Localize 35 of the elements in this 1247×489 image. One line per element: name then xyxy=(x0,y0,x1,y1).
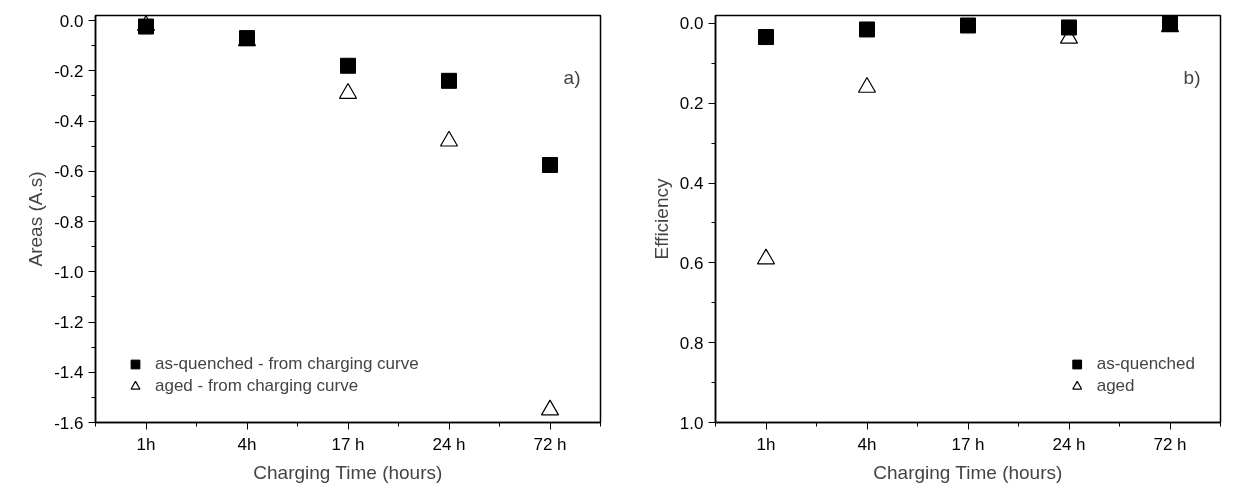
y-tick-label: -1.2 xyxy=(54,313,84,333)
x-tick-label: 4h xyxy=(237,434,257,454)
y-tick-label: -1.0 xyxy=(54,262,84,282)
y-tick-label: -1.4 xyxy=(54,363,84,383)
y-tick-label: 0.4 xyxy=(679,174,704,194)
y-tick-label: 0.0 xyxy=(59,11,84,31)
annotation: a) xyxy=(563,66,581,88)
x-tick-label: 72 h xyxy=(1153,434,1187,454)
legend-label: as-quenched - from charging curve xyxy=(155,354,419,374)
y-tick-label: -0.4 xyxy=(54,112,84,132)
y-tick-label: 0.0 xyxy=(679,14,704,34)
x-tick-label: 24 h xyxy=(432,434,466,454)
x-tick-label: 4h xyxy=(857,434,877,454)
y-axis-title: Areas (A.s) xyxy=(25,171,47,267)
y-tick-label: -0.8 xyxy=(54,212,84,232)
x-tick-label: 17 h xyxy=(331,434,365,454)
y-tick-label: 0.8 xyxy=(679,333,704,353)
y-tick-label: 1.0 xyxy=(679,413,704,433)
legend-label: aged xyxy=(1096,376,1135,396)
y-tick-label: -1.6 xyxy=(54,413,84,433)
x-axis-title: Charging Time (hours) xyxy=(253,461,443,483)
x-tick-label: 24 h xyxy=(1052,434,1086,454)
x-tick-label: 17 h xyxy=(951,434,985,454)
y-tick-label: -0.6 xyxy=(54,162,84,182)
x-tick-label: 1h xyxy=(136,434,156,454)
y-axis-title: Efficiency xyxy=(650,178,672,260)
y-tick-label: 0.2 xyxy=(679,94,704,114)
x-axis-title: Charging Time (hours) xyxy=(873,461,1063,483)
legend-label: as-quenched xyxy=(1096,354,1195,374)
y-tick-label: 0.6 xyxy=(679,253,704,273)
legend-label: aged - from charging curve xyxy=(155,376,359,396)
annotation: b) xyxy=(1183,66,1201,88)
x-tick-label: 1h xyxy=(756,434,776,454)
y-tick-label: -0.2 xyxy=(54,61,84,81)
x-tick-label: 72 h xyxy=(533,434,567,454)
